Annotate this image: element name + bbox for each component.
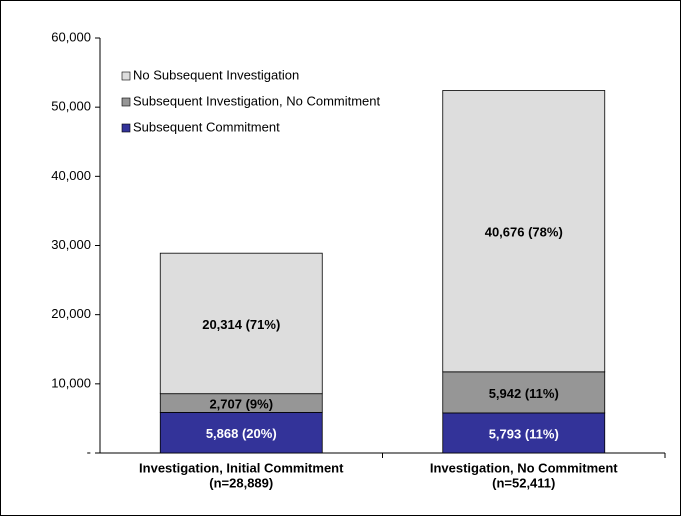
legend-swatch	[121, 97, 131, 107]
y-tick-label: 60,000	[51, 29, 91, 44]
x-tick-label: Investigation, No Commitment	[430, 460, 618, 475]
legend-label: Subsequent Investigation, No Commitment	[133, 93, 381, 108]
bar-segment	[442, 371, 606, 414]
legend-label: No Subsequent Investigation	[133, 67, 299, 82]
x-tick-label: (n=28,889)	[209, 475, 273, 490]
value-label: 40,676 (78%)	[485, 225, 563, 240]
y-tick-label: 10,000	[51, 375, 91, 390]
bar-segment	[442, 90, 606, 373]
legend-swatch	[121, 71, 131, 81]
legend-label: Subsequent Commitment	[133, 119, 280, 134]
bar-segment	[159, 252, 323, 395]
y-tick-label: 40,000	[51, 168, 91, 183]
value-label: 20,314 (71%)	[202, 317, 280, 332]
y-tick-label: -	[87, 444, 91, 459]
value-label: 2,707 (9%)	[209, 396, 273, 411]
x-tick-label: Investigation, Initial Commitment	[139, 460, 344, 475]
value-label: 5,942 (11%)	[489, 386, 559, 401]
bar-segment	[159, 412, 323, 454]
value-label: 5,793 (11%)	[489, 426, 559, 441]
legend-swatch	[121, 123, 131, 133]
y-tick-label: 20,000	[51, 306, 91, 321]
y-tick-label: 30,000	[51, 237, 91, 252]
value-label: 5,868 (20%)	[206, 426, 277, 441]
x-tick-label: (n=52,411)	[492, 475, 555, 490]
y-tick-label: 50,000	[51, 99, 91, 114]
bar-segment	[442, 412, 606, 454]
